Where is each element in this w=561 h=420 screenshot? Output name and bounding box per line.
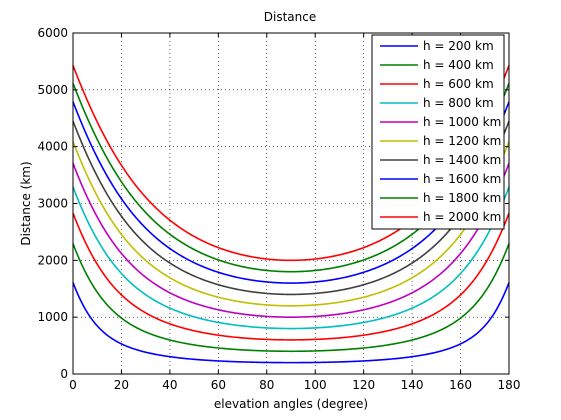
chart-title: Distance <box>264 10 316 24</box>
y-tick-label: 0 <box>60 367 68 381</box>
x-tick-label: 40 <box>162 378 177 392</box>
legend-label: h = 200 km <box>423 39 494 53</box>
legend-label: h = 1800 km <box>423 191 501 205</box>
legend: h = 200 km h = 400 km h = 600 km h = 800 km… <box>371 34 505 230</box>
legend-label: h = 1400 km <box>423 153 501 167</box>
series-line-3 <box>72 212 510 341</box>
series-line-1 <box>72 282 510 364</box>
y-tick-label: 6000 <box>37 26 68 40</box>
legend-label: h = 1600 km <box>423 172 501 186</box>
axis-ticks: 0 20 40 60 80 100 120 140 160 180 0 1000 2000 3000 400… <box>37 26 520 392</box>
series-line-6 <box>72 141 510 307</box>
legend-label: h = 1200 km <box>423 134 501 148</box>
y-tick-label: 4000 <box>37 140 68 154</box>
series-line-2 <box>72 243 510 353</box>
legend-label: h = 800 km <box>423 96 494 110</box>
series-line-7 <box>72 120 510 296</box>
y-tick-label: 5000 <box>37 83 68 97</box>
x-tick-label: 20 <box>114 378 129 392</box>
y-tick-label: 2000 <box>37 253 68 267</box>
x-tick-label: 180 <box>498 378 521 392</box>
x-tick-label: 120 <box>352 378 375 392</box>
legend-label: h = 1000 km <box>423 115 501 129</box>
x-tick-label: 0 <box>69 378 77 392</box>
x-tick-label: 60 <box>211 378 226 392</box>
legend-label: h = 2000 km <box>423 210 501 224</box>
legend-label: h = 600 km <box>423 77 494 91</box>
y-tick-label: 3000 <box>37 197 68 211</box>
series-line-5 <box>72 163 510 318</box>
y-axis-label: Distance (km) <box>19 161 33 245</box>
x-tick-label: 140 <box>401 378 424 392</box>
legend-label: h = 400 km <box>423 58 494 72</box>
x-axis-label: elevation angles (degree) <box>214 397 368 411</box>
legend-box <box>371 34 505 230</box>
series-line-4 <box>72 186 510 330</box>
y-tick-label: 1000 <box>37 310 68 324</box>
x-tick-label: 100 <box>304 378 327 392</box>
x-tick-label: 160 <box>449 378 472 392</box>
x-tick-label: 80 <box>259 378 274 392</box>
